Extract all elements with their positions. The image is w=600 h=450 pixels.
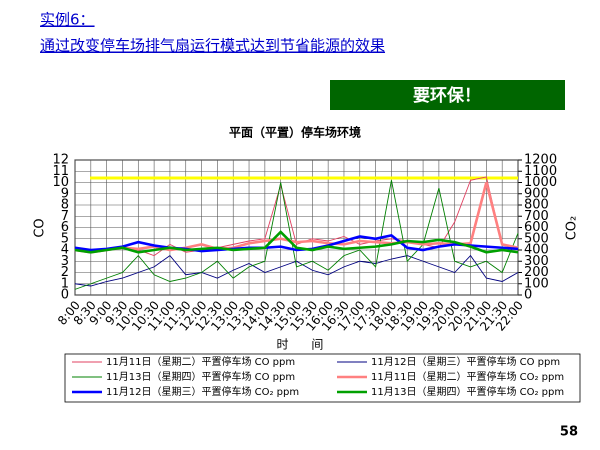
y-tick-label: 5 <box>61 231 69 246</box>
y-tick-label: 9 <box>61 186 69 201</box>
legend-label: 11月13日（星期四）平置停车场 CO ppm <box>106 370 295 383</box>
series-line <box>74 180 519 290</box>
y2-tick-label: 400 <box>524 243 549 258</box>
y-tick-label: 6 <box>61 220 69 235</box>
series-line <box>74 230 519 254</box>
x-axis-label: 时 间 <box>277 338 324 352</box>
y-tick-label: 2 <box>61 265 69 280</box>
y2-tick-label: 1000 <box>524 175 557 190</box>
y-tick-label: 8 <box>61 198 69 213</box>
legend-label: 11月13日（星期四）平置停车场 CO₂ ppm <box>371 385 564 398</box>
y-tick-label: 4 <box>61 243 69 258</box>
legend-label: 11月11日（星期二）平置停车场 CO ppm <box>106 355 295 368</box>
y2-tick-label: 600 <box>524 220 549 235</box>
subheading: 通过改变停车场排气扇运行模式达到节省能源的效果 <box>40 37 385 55</box>
y-tick-label: 11 <box>52 164 69 179</box>
y2-tick-label: 0 <box>524 288 532 303</box>
y-tick-label: 12 <box>52 153 69 168</box>
y2-tick-label: 900 <box>524 186 549 201</box>
y2-axis-label: CO₂ <box>565 216 580 241</box>
y-axis-label: CO <box>33 218 48 237</box>
y2-tick-label: 1200 <box>524 153 557 168</box>
series-line <box>74 176 519 257</box>
y2-tick-label: 200 <box>524 265 549 280</box>
legend-label: 11月12日（星期三）平置停车场 CO₂ ppm <box>106 385 299 398</box>
heading: 实例6： <box>40 11 95 29</box>
legend-label: 11月11日（星期二）平置停车场 CO₂ ppm <box>371 370 564 383</box>
y2-tick-label: 300 <box>524 254 549 269</box>
y-tick-label: 0 <box>61 288 69 303</box>
y2-tick-label: 100 <box>524 276 549 291</box>
y-tick-label: 1 <box>61 276 69 291</box>
badge: 要环保！ <box>413 85 481 106</box>
series-line <box>74 182 519 254</box>
y2-tick-label: 1100 <box>524 164 557 179</box>
badge-box <box>330 80 565 110</box>
legend-label: 11月12日（星期三）平置停车场 CO ppm <box>371 355 560 368</box>
y-tick-label: 7 <box>61 209 69 224</box>
y-tick-label: 3 <box>61 254 69 269</box>
chart-title: 平面（平置）停车场环境 <box>229 125 361 140</box>
y2-tick-label: 700 <box>524 209 549 224</box>
page-number: 58 <box>560 425 578 440</box>
series-line <box>74 233 519 253</box>
y2-tick-label: 800 <box>524 198 549 213</box>
legend-box <box>64 353 581 403</box>
y-tick-label: 10 <box>52 175 69 190</box>
y2-tick-label: 500 <box>524 231 549 246</box>
